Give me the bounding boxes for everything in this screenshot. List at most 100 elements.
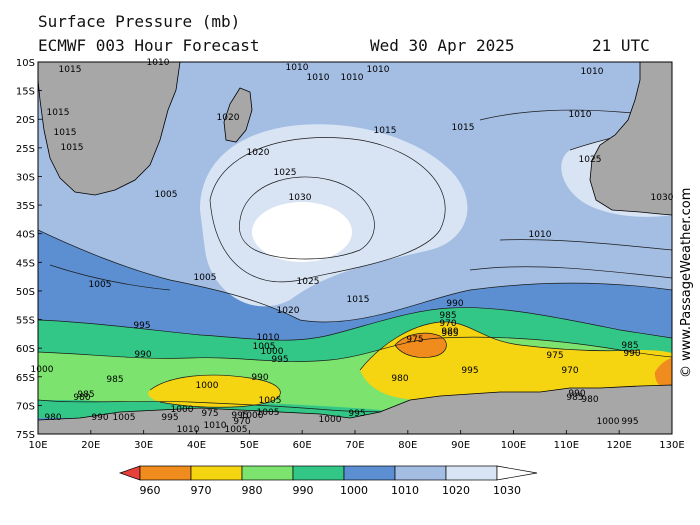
isobar-value-label: 985: [77, 390, 94, 400]
longitude-label: 130E: [659, 440, 684, 451]
isobar-value-label: 990: [568, 389, 585, 399]
isobar-value-label: 1030: [289, 193, 312, 203]
isobar-value-label: 1025: [297, 277, 320, 287]
isobar-value-label: 1010: [569, 110, 592, 120]
latitude-label: 60S: [16, 344, 35, 355]
isobar-value-label: 1005: [155, 190, 178, 200]
isobar-value-label: 980: [441, 327, 458, 337]
isobar-value-label: 985: [106, 375, 123, 385]
colorbar-segment: [292, 465, 345, 481]
colorbar-label: 990: [293, 484, 314, 497]
longitude-label: 90E: [451, 440, 470, 451]
isobar-value-label: 1010: [529, 230, 552, 240]
isobar-value-label: 1005: [113, 413, 136, 423]
latitude-label: 25S: [16, 144, 35, 155]
colorbar-segment: [445, 465, 498, 481]
isobar-value-label: 995: [621, 417, 638, 427]
isobar-value-label: 985: [621, 341, 638, 351]
colorbar-label: 980: [242, 484, 263, 497]
longitude-label: 10E: [28, 440, 47, 451]
latitude-label: 40S: [16, 230, 35, 241]
isobar-value-label: 1010: [367, 65, 390, 75]
colorbar-segment: [343, 465, 396, 481]
colorbar-label: 970: [191, 484, 212, 497]
credit-watermark: © www.PassageWeather.com: [679, 188, 694, 378]
isobar-value-label: 980: [391, 374, 408, 384]
colorbar-max-arrow: [496, 465, 538, 481]
latitude-label: 55S: [16, 316, 35, 327]
isobar-value-label: 1010: [177, 425, 200, 435]
longitude-label: 120E: [606, 440, 631, 451]
credit-text: © www.PassageWeather.com: [679, 188, 694, 378]
isobar-value-label: 990: [446, 299, 463, 309]
latitude-label: 75S: [16, 430, 35, 441]
longitude-label: 20E: [81, 440, 100, 451]
isobar-value-label: 1005: [257, 408, 280, 418]
isobar-value-label: 1030: [651, 193, 674, 203]
longitude-label: 110E: [554, 440, 579, 451]
forecast-time: 21 UTC: [592, 36, 650, 55]
isobar-value-label: 990: [134, 350, 151, 360]
colorbar-label: 1020: [442, 484, 470, 497]
isobar-value-label: 1015: [452, 123, 475, 133]
isobar-value-label: 975: [546, 351, 563, 361]
latitude-label: 45S: [16, 258, 35, 269]
longitude-label: 70E: [345, 440, 364, 451]
isobar-value-label: 1020: [247, 148, 270, 158]
isobar-value-label: 1025: [274, 168, 297, 178]
isobar-value-label: 970: [439, 319, 456, 329]
isobar-value-label: 995: [231, 411, 248, 421]
colorbar-label: 1000: [340, 484, 368, 497]
forecast-date: Wed 30 Apr 2025: [370, 36, 515, 55]
latitude-label: 35S: [16, 201, 35, 212]
isobar-value-label: 970: [233, 417, 250, 427]
isobar-value-label: 1010: [307, 73, 330, 83]
colorbar-segment: [139, 465, 192, 481]
colorbar-segment: [394, 465, 447, 481]
isobar-value-label: 1025: [579, 155, 602, 165]
isobar-value-label: 1000: [319, 415, 342, 425]
isobar-value-label: 1010: [581, 67, 604, 77]
longitude-label: 40E: [187, 440, 206, 451]
colorbar-segment: [190, 465, 243, 481]
isobar-value-label: 1000: [241, 411, 264, 421]
high-pressure-core-1030: [252, 202, 352, 262]
longitude-label: 30E: [134, 440, 153, 451]
isobar-value-label: 990: [251, 373, 268, 383]
isobar-value-label: 1020: [277, 306, 300, 316]
colorbar: 960 970 980 990 1000 1010 1020 1030: [118, 465, 538, 497]
longitude-ticks: 10E 20E 30E 40E 50E 60E 70E 80E 90E 100E 110E 120E 1…: [28, 430, 685, 451]
isobar-value-label: 1010: [257, 333, 280, 343]
isobar-value-label: 1005: [253, 342, 276, 352]
isobar-value-label: 1005: [89, 280, 112, 290]
low-pressure-core-965: [395, 333, 447, 358]
longitude-label: 60E: [293, 440, 312, 451]
isobar-value-label: 1015: [54, 128, 77, 138]
longitude-label: 100E: [501, 440, 526, 451]
isobar-value-label: 1010: [204, 421, 227, 431]
latitude-label: 65S: [16, 373, 35, 384]
low-pressure-core-east: [654, 358, 672, 392]
isobar-value-label: 995: [461, 366, 478, 376]
isobar-value-label: 1005: [225, 425, 248, 435]
isobar-value-label: 990: [91, 413, 108, 423]
isobar-value-label: 1015: [47, 108, 70, 118]
low-pressure-970-west: [148, 375, 281, 408]
madagascar-landmass: [223, 87, 253, 143]
isobar-value-label: 1010: [286, 63, 309, 73]
isobar-value-label: 995: [133, 321, 150, 331]
colorbar-label: 960: [140, 484, 161, 497]
latitude-label: 15S: [16, 87, 35, 98]
colorbar-label: 1010: [391, 484, 419, 497]
isobar-value-label: 975: [201, 409, 218, 419]
latitude-label: 10S: [16, 58, 35, 69]
isobar-value-label: 970: [561, 366, 578, 376]
australia-landmass: [589, 62, 672, 216]
isobar-value-label: 1000: [597, 417, 620, 427]
chart-title: Surface Pressure (mb): [38, 12, 241, 31]
antarctica-landmass: [38, 384, 672, 434]
isobar-value-label: 1000: [261, 347, 284, 357]
forecast-subtitle: ECMWF 003 Hour Forecast: [38, 36, 260, 55]
isobar-value-label: 1000: [31, 365, 54, 375]
